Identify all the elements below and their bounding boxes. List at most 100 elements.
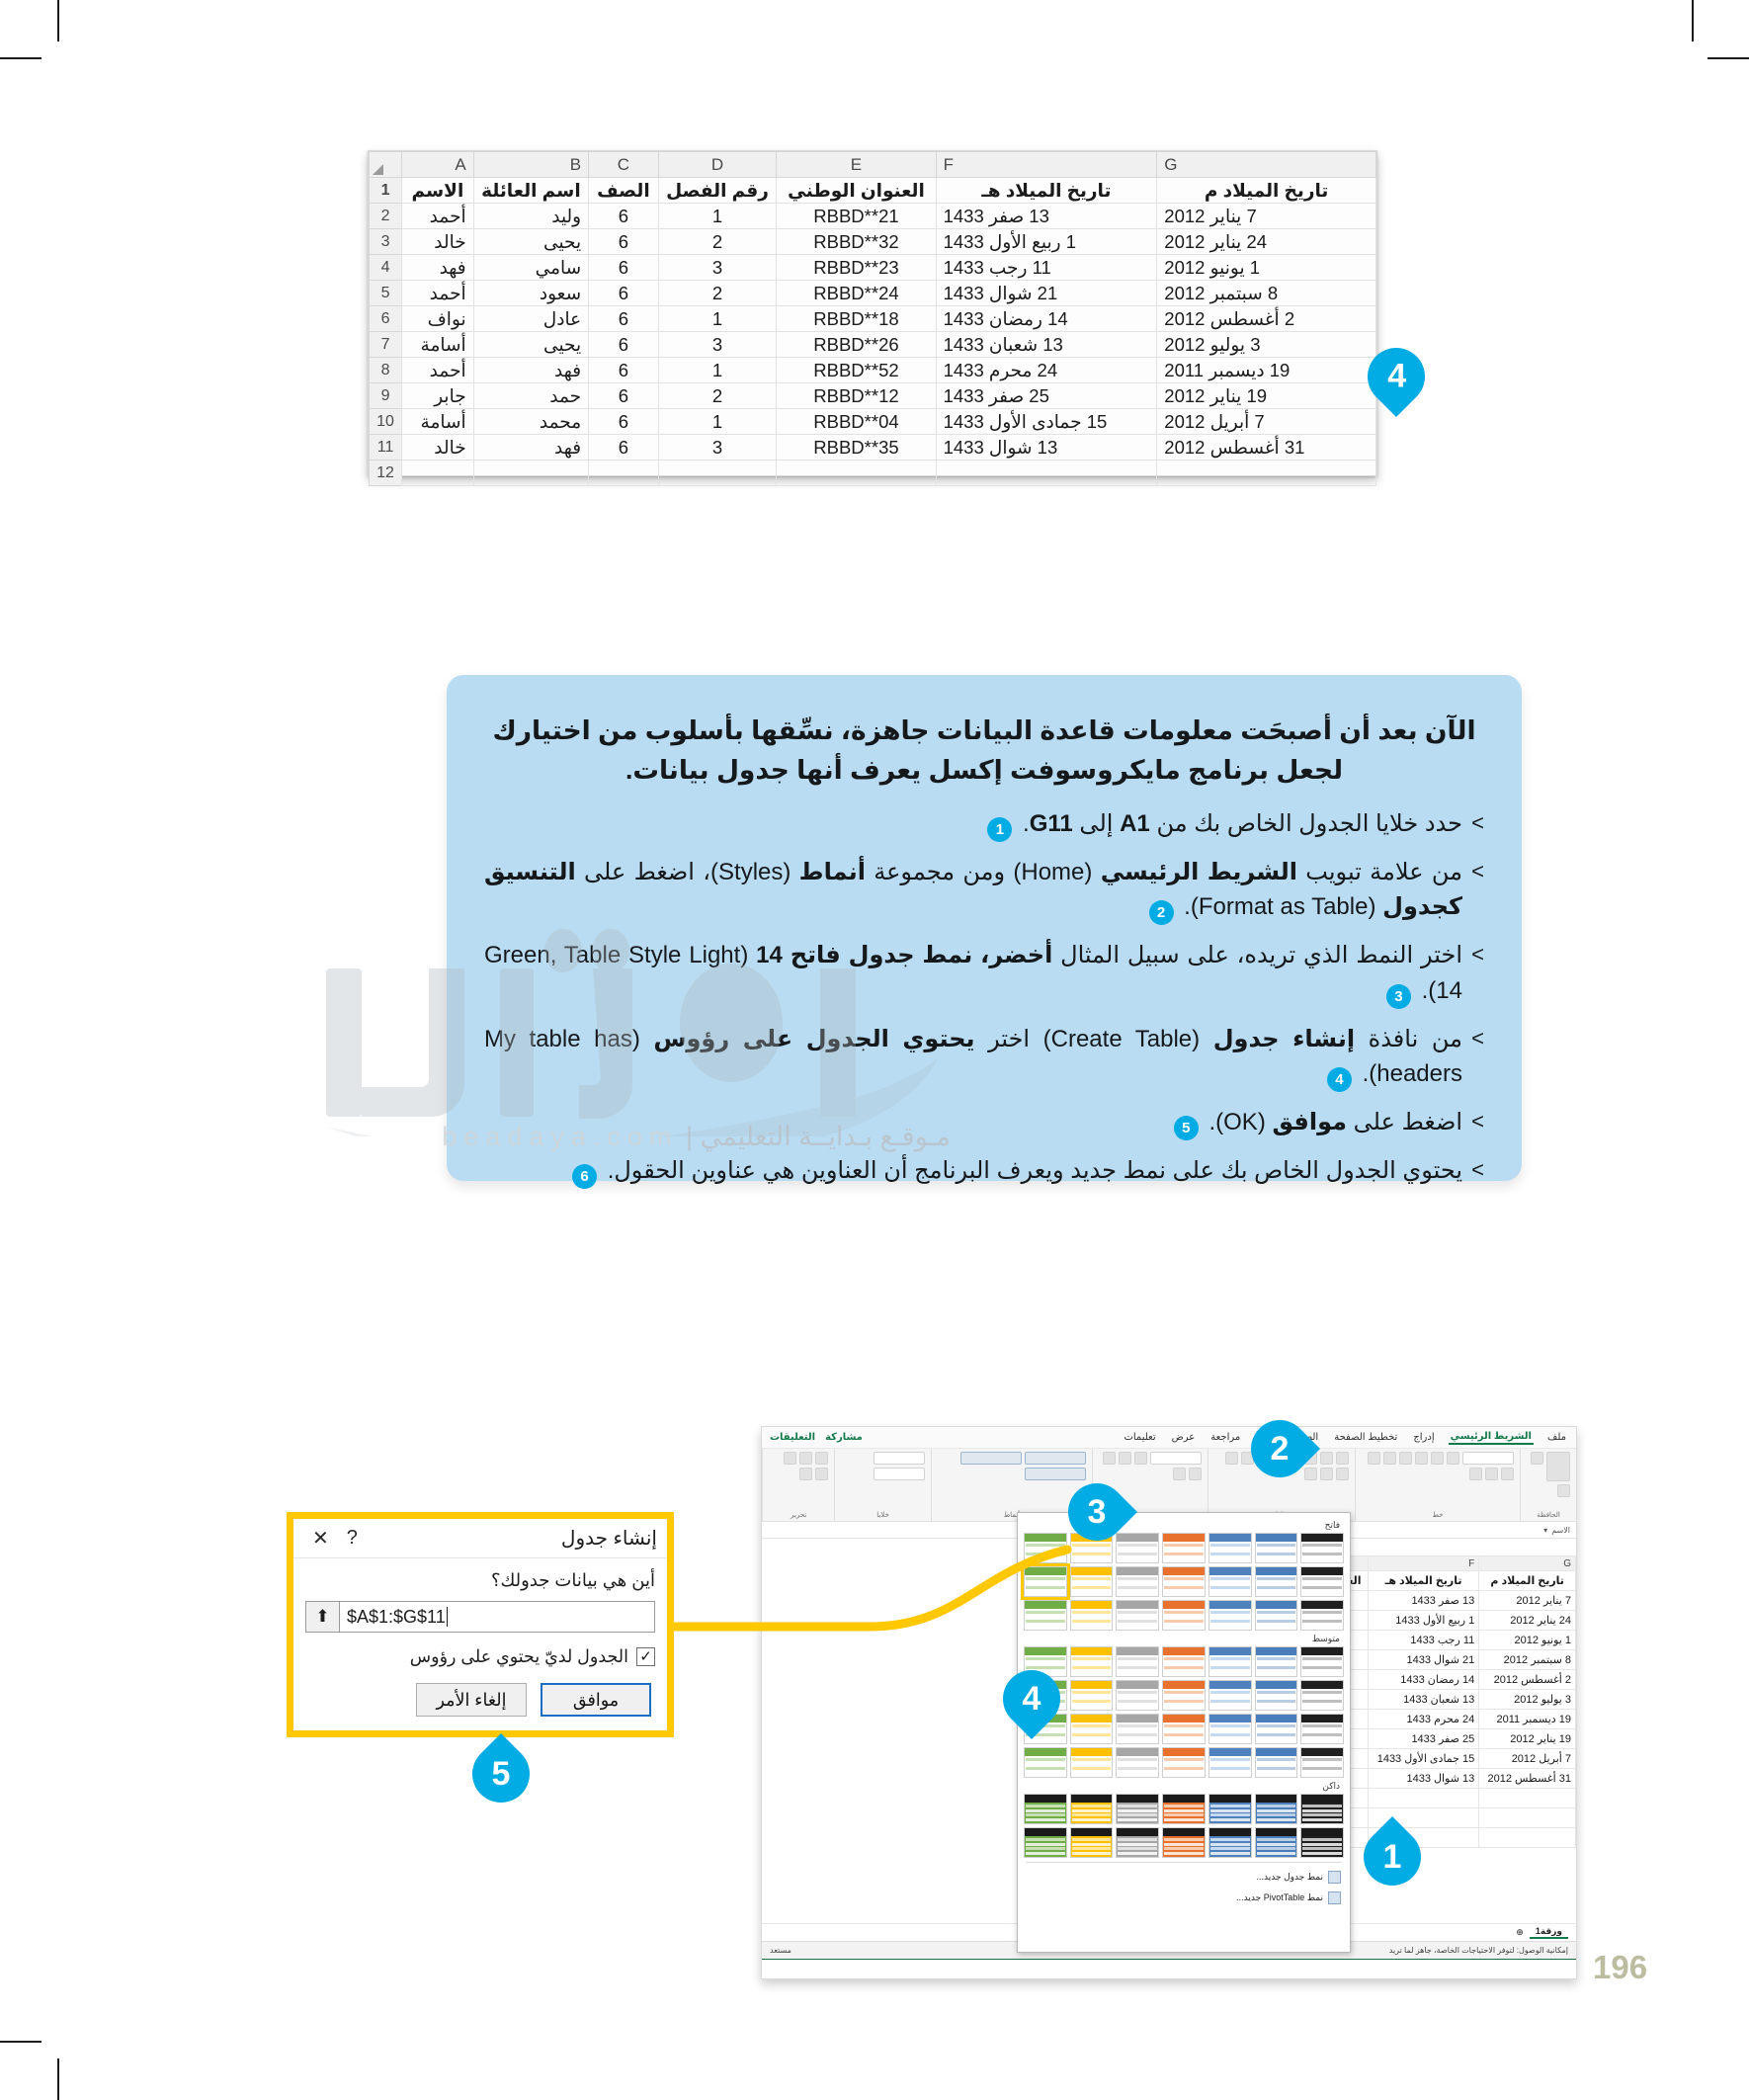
cell-birthdate-g[interactable]: 7 أبريل 2012 xyxy=(1156,408,1376,435)
mini-empty-cell[interactable] xyxy=(1478,1827,1576,1848)
empty-cell-c[interactable] xyxy=(588,460,659,486)
cell-family-name[interactable]: يحيى xyxy=(472,331,590,358)
autosum-icon[interactable] xyxy=(815,1452,829,1465)
mini-empty-cell[interactable] xyxy=(1367,1788,1480,1808)
table-style-swatch[interactable] xyxy=(1208,1566,1252,1597)
number-format-box[interactable] xyxy=(1150,1452,1203,1465)
table-style-swatch[interactable] xyxy=(1254,1533,1298,1563)
table-style-swatch[interactable] xyxy=(1254,1566,1298,1597)
mini-cell[interactable]: 19 ديسمبر 2011 xyxy=(1478,1709,1576,1729)
cell-class-number[interactable]: 3 xyxy=(657,434,778,461)
cell-family-name[interactable]: فهد xyxy=(472,357,590,383)
table-style-swatch[interactable] xyxy=(1069,1794,1114,1824)
create-table-dialog[interactable]: إنشاء جدول ? ✕ أين هي بيانات جدولك؟ $A$1… xyxy=(287,1512,674,1737)
table-style-swatch[interactable] xyxy=(1208,1714,1252,1744)
cell-class-number[interactable]: 2 xyxy=(657,280,778,306)
comma-icon[interactable] xyxy=(1103,1452,1117,1465)
table-style-swatch[interactable] xyxy=(1116,1566,1160,1597)
clear-icon[interactable] xyxy=(784,1452,797,1465)
cell-styles-button[interactable] xyxy=(1025,1468,1087,1480)
cell-class-number[interactable]: 3 xyxy=(657,254,778,281)
currency-icon[interactable] xyxy=(1134,1452,1148,1465)
add-sheet-icon[interactable]: ⊕ xyxy=(1516,1927,1524,1937)
cell-national-address[interactable]: RBBD**32 xyxy=(776,228,937,255)
table-style-swatch[interactable] xyxy=(1162,1794,1206,1824)
table-style-swatch[interactable] xyxy=(1069,1566,1114,1597)
table-style-swatch[interactable] xyxy=(1116,1747,1160,1778)
align-middle-icon[interactable] xyxy=(1320,1452,1334,1465)
mini-cell[interactable]: 21 شوال 1433 xyxy=(1367,1649,1480,1670)
indent-icon[interactable] xyxy=(1336,1468,1350,1480)
find-select-icon[interactable] xyxy=(799,1468,813,1480)
mini-cell[interactable]: 7 يناير 2012 xyxy=(1478,1590,1576,1611)
row-header[interactable]: 2 xyxy=(368,203,403,229)
table-style-swatch[interactable] xyxy=(1116,1533,1160,1563)
table-style-swatch[interactable] xyxy=(1162,1747,1206,1778)
table-style-swatch[interactable] xyxy=(1162,1646,1206,1677)
cell-birthdate-h[interactable]: 25 صفر 1433 xyxy=(935,382,1158,409)
table-style-swatch[interactable] xyxy=(1024,1827,1067,1858)
row-header[interactable]: 6 xyxy=(368,305,403,332)
underline-icon[interactable] xyxy=(1368,1452,1380,1465)
align-top-icon[interactable] xyxy=(1336,1452,1350,1465)
mini-cell[interactable]: 31 أغسطس 2012 xyxy=(1478,1768,1576,1789)
increase-decimal-icon[interactable] xyxy=(1189,1468,1203,1480)
mini-cell[interactable]: 13 صفر 1433 xyxy=(1367,1590,1480,1611)
cell-national-address[interactable]: RBBD**52 xyxy=(776,357,937,383)
table-style-swatch[interactable] xyxy=(1300,1646,1344,1677)
cell-birthdate-g[interactable]: 3 يوليو 2012 xyxy=(1156,331,1376,358)
mini-cell[interactable]: 2 أغسطس 2012 xyxy=(1478,1669,1576,1690)
delete-cells-button[interactable] xyxy=(873,1468,925,1480)
row-header[interactable]: 11 xyxy=(368,434,403,461)
cell-grade[interactable]: 6 xyxy=(588,382,659,409)
select-all-corner[interactable] xyxy=(368,151,403,178)
table-style-swatch[interactable] xyxy=(1300,1794,1344,1824)
empty-cell-d[interactable] xyxy=(657,460,778,486)
table-style-swatch[interactable] xyxy=(1208,1680,1252,1711)
cell-class-number[interactable]: 1 xyxy=(657,203,778,229)
tab-view[interactable]: عرض xyxy=(1171,1432,1196,1443)
cell-birthdate-g[interactable]: 31 أغسطس 2012 xyxy=(1156,434,1376,461)
row-header[interactable]: 8 xyxy=(368,357,403,383)
bold-icon[interactable] xyxy=(1399,1452,1412,1465)
borders-icon[interactable] xyxy=(1501,1468,1514,1480)
table-style-swatch[interactable] xyxy=(1254,1646,1298,1677)
cell-first-name[interactable]: أحمد xyxy=(401,280,474,306)
tab-help[interactable]: تعليمات xyxy=(1124,1432,1156,1443)
cell-birthdate-g[interactable]: 2 أغسطس 2012 xyxy=(1156,305,1376,332)
ok-button[interactable]: موافق xyxy=(541,1683,651,1717)
cell-birthdate-h[interactable]: 15 جمادى الأول 1433 xyxy=(935,408,1158,435)
table-style-swatch[interactable] xyxy=(1208,1747,1252,1778)
cell-birthdate-h[interactable]: 11 رجب 1433 xyxy=(935,254,1158,281)
cell-family-name[interactable]: سعود xyxy=(472,280,590,306)
cell-grade[interactable]: 6 xyxy=(588,305,659,332)
cell-grade[interactable]: 6 xyxy=(588,203,659,229)
cell-grade[interactable]: 6 xyxy=(588,254,659,281)
cell-birthdate-h[interactable]: 21 شوال 1433 xyxy=(935,280,1158,306)
sheet-tab-1[interactable]: ورقة1 xyxy=(1529,1926,1568,1939)
cell-first-name[interactable]: خالد xyxy=(401,434,474,461)
table-style-swatch[interactable] xyxy=(1208,1646,1252,1677)
table-style-swatch[interactable] xyxy=(1208,1533,1252,1563)
table-style-swatch[interactable] xyxy=(1162,1680,1206,1711)
fill-icon[interactable] xyxy=(799,1452,813,1465)
comments-button[interactable]: التعليقات xyxy=(770,1432,816,1443)
cell-class-number[interactable]: 3 xyxy=(657,331,778,358)
cell-birthdate-g[interactable]: 19 ديسمبر 2011 xyxy=(1156,357,1376,383)
cell-first-name[interactable]: أحمد xyxy=(401,203,474,229)
table-style-swatch[interactable] xyxy=(1069,1747,1114,1778)
cell-family-name[interactable]: محمد xyxy=(472,408,590,435)
cell-first-name[interactable]: أحمد xyxy=(401,357,474,383)
mini-cell[interactable]: 7 أبريل 2012 xyxy=(1478,1748,1576,1769)
table-style-swatch[interactable] xyxy=(1069,1714,1114,1744)
mini-cell[interactable]: 24 يناير 2012 xyxy=(1478,1610,1576,1631)
fill-color-icon[interactable] xyxy=(1485,1468,1498,1480)
cell-national-address[interactable]: RBBD**23 xyxy=(776,254,937,281)
chevron-down-icon[interactable]: ▾ xyxy=(1543,1525,1548,1535)
table-style-swatch[interactable] xyxy=(1116,1827,1160,1858)
tab-home[interactable]: الشريط الرئيسي xyxy=(1448,1430,1534,1445)
cell-grade[interactable]: 6 xyxy=(588,280,659,306)
font-size-box[interactable] xyxy=(1447,1452,1459,1465)
tab-file[interactable]: ملف xyxy=(1546,1432,1566,1443)
name-box-value[interactable]: الاسم xyxy=(1551,1525,1570,1535)
